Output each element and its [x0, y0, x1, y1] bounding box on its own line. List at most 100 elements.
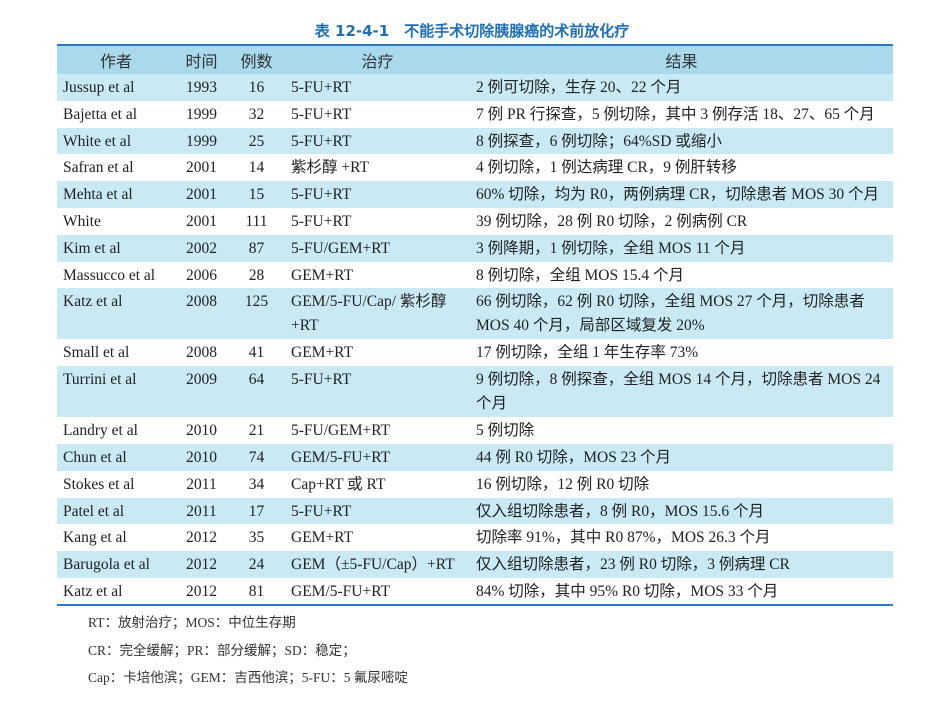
cell-author: Small et al — [63, 344, 130, 362]
cell-author: Katz et al — [63, 293, 123, 311]
cell-result: 5 例切除 — [476, 422, 535, 440]
cell-author: Bajetta et al — [63, 105, 138, 123]
cell-cases: 34 — [248, 475, 265, 493]
cell-author: Patel et al — [63, 502, 125, 520]
cell-treatment: GEM+RT — [291, 344, 354, 362]
cell-treatment: 5-FU+RT — [291, 186, 352, 204]
cell-treatment: GEM/5-FU+RT — [291, 582, 391, 600]
cell-treatment: 5-FU+RT — [291, 371, 352, 389]
cell-year: 2010 — [186, 448, 217, 466]
cell-author: Katz et al — [63, 582, 123, 600]
cell-author: Stokes et al — [63, 475, 135, 493]
table-row: Kim et al 2002 87 5-FU/GEM+RT 3 例降期，1 例切除，全组… — [57, 234, 893, 262]
cell-treatment: GEM+RT — [291, 529, 354, 547]
cell-result: 仅入组切除患者，8 例 R0，MOS 15.6 个月 — [476, 502, 765, 520]
cell-author: Massucco et al — [63, 266, 156, 284]
cell-result: 8 例切除，全组 MOS 15.4 个月 — [476, 266, 684, 284]
cell-result: 16 例切除，12 例 R0 切除 — [476, 475, 650, 493]
column-header-author: 作者 — [99, 54, 132, 71]
cell-author: Jussup et al — [63, 79, 135, 96]
cell-result: 8 例探查，6 例切除；64%SD 或缩小 — [476, 132, 722, 150]
cell-year: 2002 — [186, 239, 217, 257]
cell-cases: 16 — [248, 79, 265, 96]
column-header-result: 结果 — [665, 54, 698, 71]
cell-cases: 81 — [248, 582, 265, 600]
cell-author: White — [63, 212, 101, 230]
cell-author: Chun et al — [63, 448, 127, 466]
cell-result: 60% 切除，均为 R0，两例病理 CR，切除患者 MOS 30 个月 — [476, 186, 880, 204]
table-row: Small et al 2008 41 GEM+RT 17 例切除，全组 1 年生存率 … — [57, 339, 893, 366]
column-header-treatment: 治疗 — [361, 54, 394, 71]
column-header-year: 时间 — [185, 54, 218, 71]
cell-year: 2001 — [186, 186, 217, 204]
cell-author: White et al — [63, 132, 131, 150]
cell-year: 2011 — [186, 502, 217, 520]
cell-year: 2011 — [186, 475, 217, 493]
cell-result: 44 例 R0 切除，MOS 23 个月 — [476, 448, 672, 466]
table-row: Turrini et al 2009 64 5-FU+RT 9 例切除，8 例探查，全组… — [57, 366, 893, 418]
cell-result: 84% 切除，其中 95% R0 切除，MOS 33 个月 — [476, 582, 779, 600]
table-row: Katz et al 2008 125 GEM/5-FU/Cap/ 紫杉醇 +RT 66… — [57, 288, 893, 340]
cell-cases: 17 — [248, 502, 265, 520]
cell-result: 7 例 PR 行探查，5 例切除，其中 3 例存活 18、27、65 个月 — [476, 105, 875, 123]
cell-cases: 111 — [245, 212, 268, 230]
footnote: CR：完全缓解；PR：部分缓解；SD：稳定； — [88, 642, 356, 658]
cell-year: 2010 — [186, 422, 217, 440]
cell-treatment: GEM+RT — [291, 266, 354, 284]
cell-result: 切除率 91%，其中 R0 87%，MOS 26.3 个月 — [476, 529, 771, 547]
cell-year: 2006 — [186, 266, 217, 284]
cell-treatment: 紫杉醇 +RT — [291, 159, 369, 177]
table-row: Patel et al 2011 17 5-FU+RT 仅入组切除患者，8 例 R0，M… — [57, 497, 893, 525]
cell-treatment: 5-FU/GEM+RT — [291, 422, 391, 440]
cell-cases: 25 — [248, 132, 265, 150]
cell-cases: 14 — [248, 159, 265, 177]
cell-year: 2012 — [186, 582, 217, 600]
cell-cases: 24 — [248, 556, 265, 574]
chemoradiotherapy-table: 作者 时间 例数 治疗 结果 Jussup et al 1993 16 5-FU+RT… — [57, 44, 893, 606]
cell-cases: 21 — [248, 422, 265, 440]
table-header-row: 作者 时间 例数 治疗 结果 — [57, 45, 893, 74]
cell-cases: 64 — [248, 371, 265, 389]
table-row: White et al 1999 25 5-FU+RT 8 例探查，6 例切除；64%S… — [57, 127, 893, 155]
cell-author: Landry et al — [63, 422, 138, 440]
table-row: Barugola et al 2012 24 GEM（±5-FU/Cap）+RT 仅入组… — [57, 551, 893, 578]
table-row: Jussup et al 1993 16 5-FU+RT 2 例可切除，生存 20、22… — [57, 74, 893, 101]
cell-result: 39 例切除，28 例 R0 切除，2 例病例 CR — [476, 212, 748, 230]
cell-year: 2012 — [186, 556, 217, 574]
cell-treatment: Cap+RT 或 RT — [291, 475, 386, 493]
cell-result: 2 例可切除，生存 20、22 个月 — [476, 79, 682, 96]
table-row: Bajetta et al 1999 32 5-FU+RT 7 例 PR 行探查，5 例… — [57, 101, 893, 128]
cell-cases: 35 — [248, 529, 265, 547]
cell-cases: 87 — [248, 239, 265, 257]
cell-cases: 74 — [248, 448, 265, 466]
cell-cases: 41 — [248, 344, 265, 362]
cell-author: Safran et al — [63, 159, 134, 177]
cell-author: Barugola et al — [63, 556, 150, 574]
cell-treatment: 5-FU+RT — [291, 105, 352, 123]
table-row: Kang et al 2012 35 GEM+RT 切除率 91%，其中 R0 87%，… — [57, 524, 893, 551]
cell-result: 4 例切除，1 例达病理 CR，9 例肝转移 — [476, 159, 737, 177]
cell-result: 仅入组切除患者，23 例 R0 切除，3 例病理 CR — [476, 556, 790, 574]
table-row: Stokes et al 2011 34 Cap+RT 或 RT 16 例切除，12 例… — [57, 471, 893, 498]
cell-year: 1999 — [186, 132, 217, 150]
footnotes: RT：放射治疗；MOS：中位生存期 CR：完全缓解；PR：部分缓解；SD：稳定；… — [88, 612, 408, 695]
cell-year: 2001 — [186, 159, 217, 177]
cell-treatment: 5-FU+RT — [291, 502, 352, 520]
cell-treatment: GEM/5-FU/Cap/ 紫杉醇 +RT — [291, 293, 447, 335]
cell-cases: 32 — [248, 105, 265, 123]
cell-year: 2008 — [186, 293, 217, 311]
cell-result: 9 例切除，8 例探查，全组 MOS 14 个月，切除患者 MOS 24 个月 — [476, 371, 881, 413]
cell-treatment: 5-FU+RT — [291, 212, 352, 230]
cell-treatment: GEM（±5-FU/Cap）+RT — [291, 556, 455, 574]
table-row: Massucco et al 2006 28 GEM+RT 8 例切除，全组 MOS 1… — [57, 262, 893, 289]
cell-cases: 15 — [248, 186, 265, 204]
cell-year: 1993 — [186, 79, 217, 96]
cell-treatment: GEM/5-FU+RT — [291, 448, 391, 466]
cell-result: 3 例降期，1 例切除，全组 MOS 11 个月 — [476, 239, 746, 257]
cell-author: Kim et al — [63, 239, 121, 257]
table-title: 表 12-4-1 不能手术切除胰腺癌的术前放化疗 — [314, 22, 630, 40]
cell-year: 2001 — [186, 212, 217, 230]
cell-author: Mehta et al — [63, 186, 133, 204]
cell-year: 2012 — [186, 529, 217, 547]
cell-year: 1999 — [186, 105, 217, 123]
